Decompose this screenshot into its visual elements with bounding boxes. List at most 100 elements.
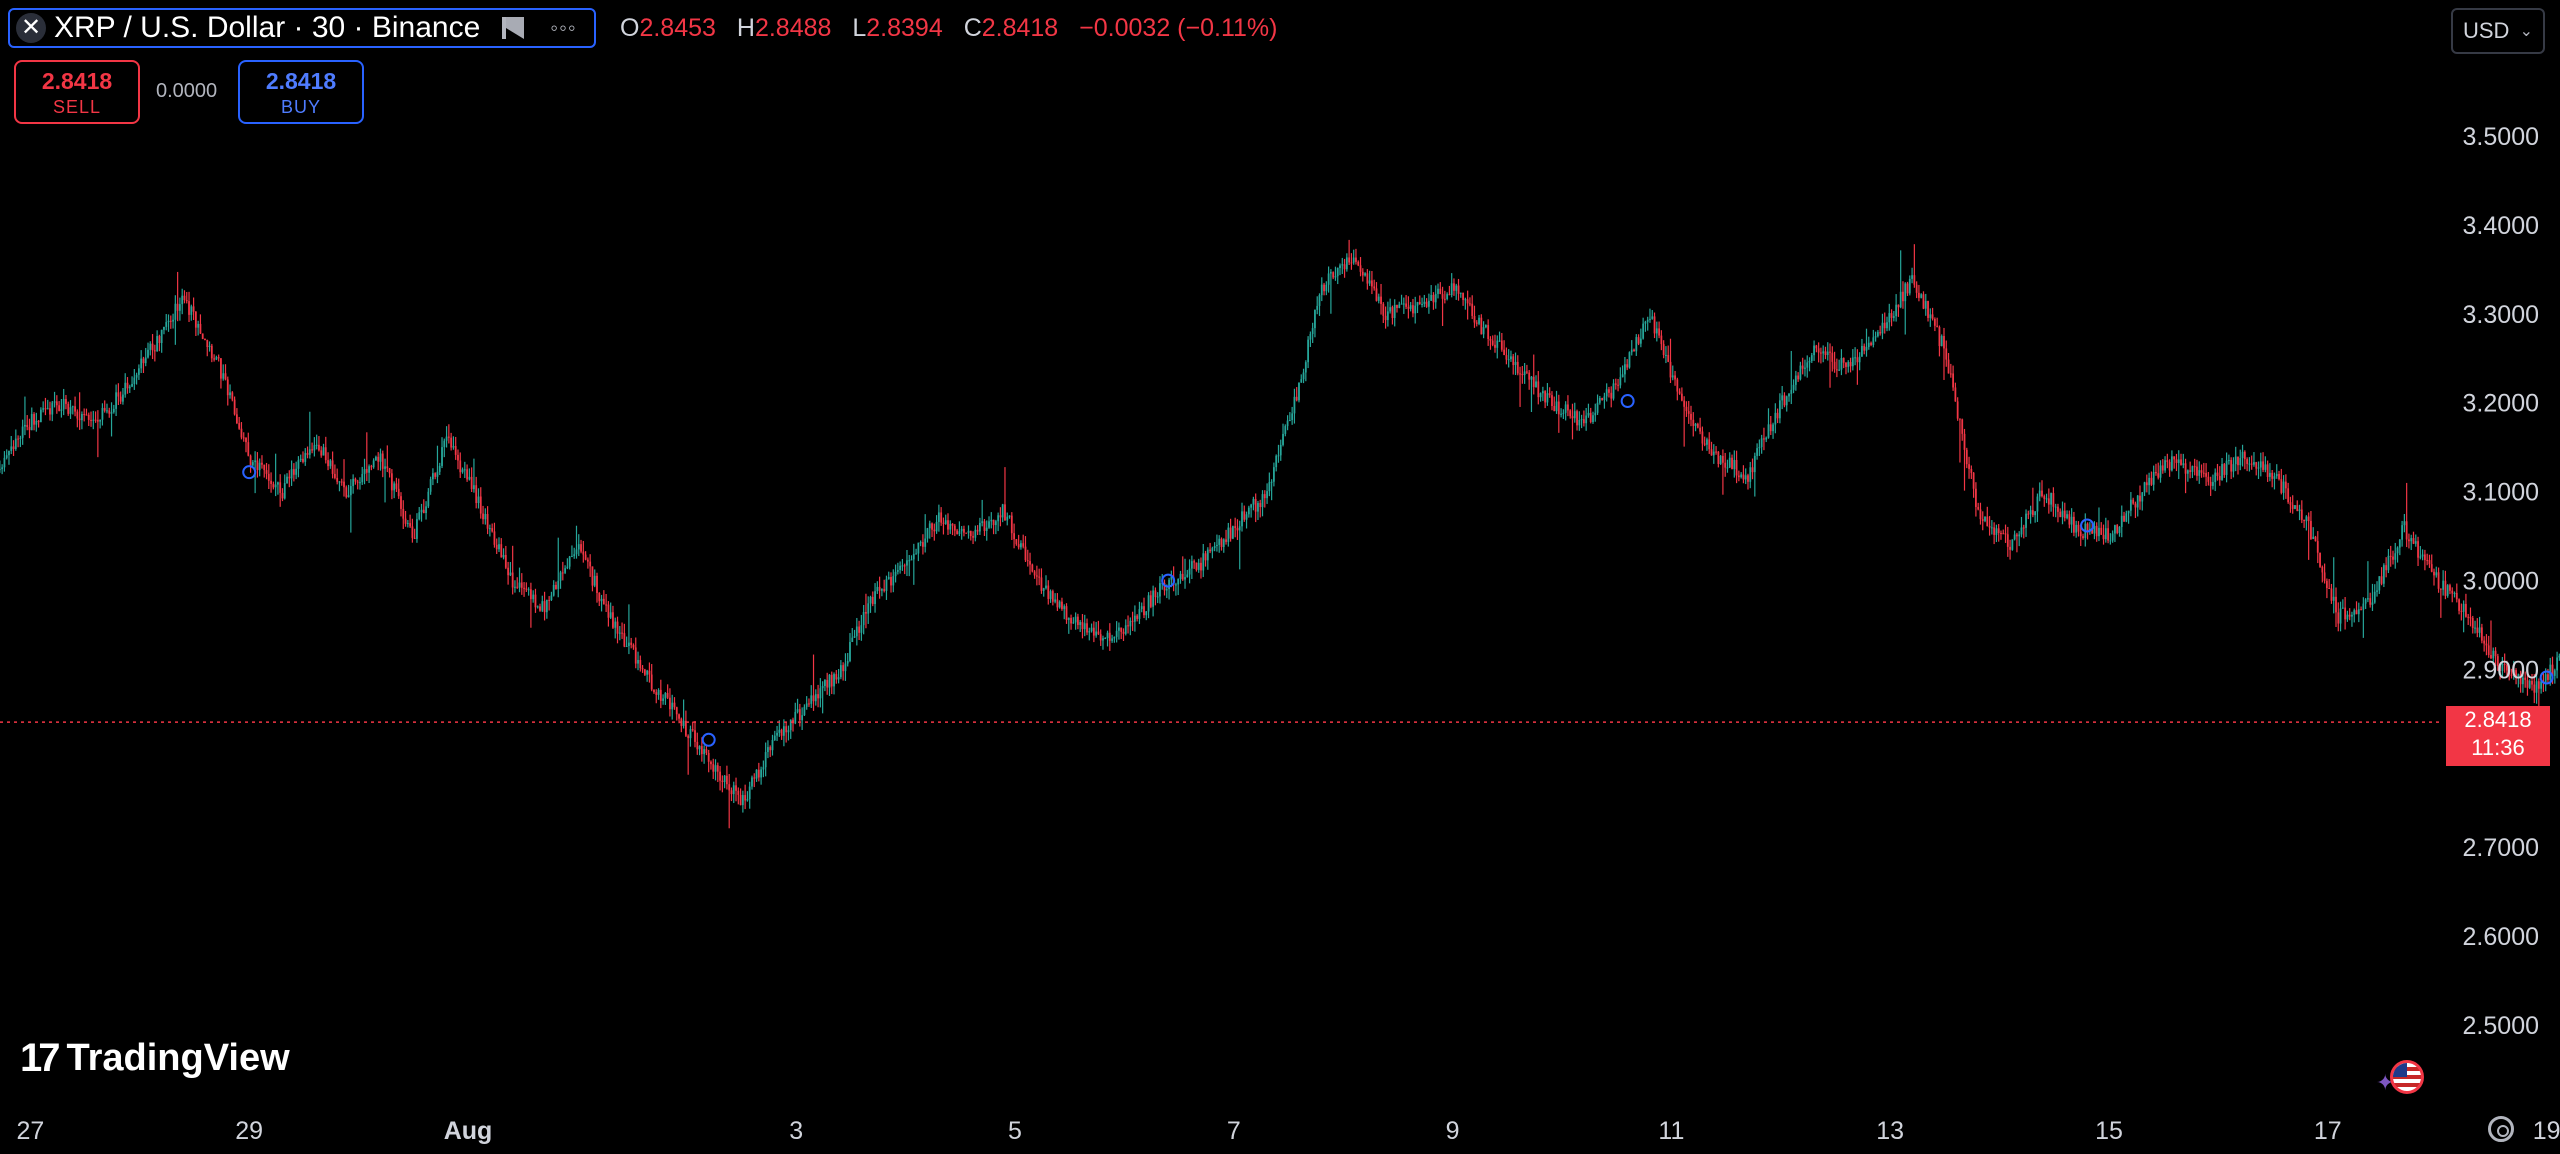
- candle: [1507, 349, 1510, 368]
- symbol-title[interactable]: XRP / U.S. Dollar · 30 · Binance: [54, 11, 481, 44]
- candle: [1854, 347, 1857, 366]
- event-marker[interactable]: [242, 465, 257, 480]
- candle: [1783, 392, 1786, 408]
- candle: [2289, 496, 2292, 513]
- settings-icon[interactable]: [2488, 1116, 2514, 1142]
- candle: [726, 765, 728, 790]
- candle: [2255, 461, 2258, 476]
- candle: [1095, 621, 1098, 638]
- candle: [1238, 520, 1241, 570]
- candle: [1200, 557, 1202, 579]
- tradingview-logo[interactable]: 17 TradingView: [20, 1036, 290, 1081]
- price-axis[interactable]: 3.5000 3.4000 3.3000 3.2000 3.1000 3.0000 2.90…: [2463, 123, 2539, 1040]
- high-value: 2.8488: [754, 14, 832, 42]
- candle: [370, 464, 373, 471]
- candle: [944, 514, 947, 525]
- candle: [2332, 557, 2335, 614]
- candle: [919, 540, 922, 547]
- candle: [1421, 297, 1423, 308]
- symbol-header[interactable]: ✕ XRP / U.S. Dollar · 30 · Binance ◦◦◦: [8, 8, 596, 48]
- candle: [792, 717, 794, 732]
- us-flag-icon[interactable]: [2390, 1060, 2424, 1094]
- candle: [769, 745, 772, 758]
- candle: [1218, 535, 1221, 553]
- sell-button[interactable]: 2.8418 SELL: [14, 60, 140, 124]
- candle: [2351, 611, 2353, 627]
- candle: [1519, 366, 1521, 407]
- candle: [1936, 317, 1939, 328]
- candle: [14, 429, 17, 451]
- candle: [1398, 301, 1401, 309]
- candle: [1945, 340, 1948, 367]
- candle: [1259, 499, 1262, 518]
- candle: [2506, 660, 2508, 677]
- candle: [853, 629, 856, 638]
- more-icon[interactable]: ◦◦◦: [550, 15, 577, 40]
- event-marker[interactable]: [1161, 573, 1176, 588]
- candle: [1024, 536, 1027, 563]
- candle: [1311, 322, 1314, 343]
- time-axis[interactable]: 252729Aug357911131517192123252729Sep35: [0, 1117, 2560, 1145]
- candle: [1867, 336, 1870, 350]
- candle: [1284, 424, 1287, 437]
- event-marker[interactable]: [2539, 670, 2554, 685]
- candle: [1159, 576, 1161, 604]
- candle: [2209, 476, 2212, 496]
- candle: [1970, 465, 1973, 479]
- candle: [2360, 606, 2362, 611]
- candle: [1216, 534, 1218, 552]
- candle: [580, 539, 582, 554]
- candle: [418, 507, 421, 521]
- candle: [2102, 524, 2105, 545]
- candle: [119, 391, 122, 405]
- candle: [2423, 549, 2426, 571]
- flag-icon[interactable]: [502, 17, 526, 39]
- candle: [1462, 292, 1464, 306]
- candle: [1694, 422, 1697, 432]
- buy-button[interactable]: 2.8418 BUY: [238, 60, 364, 124]
- candle: [994, 519, 997, 535]
- candle: [819, 678, 822, 708]
- candle: [860, 614, 863, 641]
- candle: [612, 605, 614, 629]
- candle: [261, 455, 263, 469]
- candle: [2132, 497, 2135, 505]
- candle: [1876, 330, 1879, 338]
- candle: [1929, 308, 1932, 327]
- candle: [810, 685, 813, 709]
- candle: [194, 311, 197, 337]
- candle: [1731, 454, 1733, 470]
- close-icon[interactable]: ✕: [16, 13, 46, 43]
- candle: [1339, 263, 1341, 276]
- event-marker[interactable]: [701, 732, 716, 747]
- candle: [475, 476, 478, 509]
- candle: [2294, 504, 2296, 510]
- candle: [368, 464, 370, 484]
- candle: [2300, 500, 2303, 524]
- candle: [960, 526, 963, 540]
- candle: [600, 594, 603, 612]
- candle: [226, 376, 229, 406]
- candle: [917, 542, 920, 562]
- candle: [682, 699, 685, 729]
- candle: [1968, 456, 1970, 479]
- candle: [210, 343, 213, 363]
- candle: [1562, 409, 1565, 420]
- candle: [2225, 452, 2228, 483]
- candle: [616, 616, 619, 644]
- currency-select[interactable]: USD ⌄: [2451, 8, 2545, 54]
- candle: [1471, 295, 1474, 320]
- candle: [1728, 452, 1731, 469]
- candle: [2519, 670, 2522, 693]
- event-marker[interactable]: [2080, 518, 2095, 533]
- candle: [2148, 472, 2151, 495]
- candle: [1097, 620, 1100, 635]
- candle: [1250, 503, 1253, 518]
- candle: [953, 523, 956, 537]
- candle: [739, 788, 742, 806]
- event-marker[interactable]: [1620, 394, 1635, 409]
- candle: [347, 484, 350, 498]
- candle: [1863, 343, 1866, 355]
- candle: [2273, 472, 2276, 490]
